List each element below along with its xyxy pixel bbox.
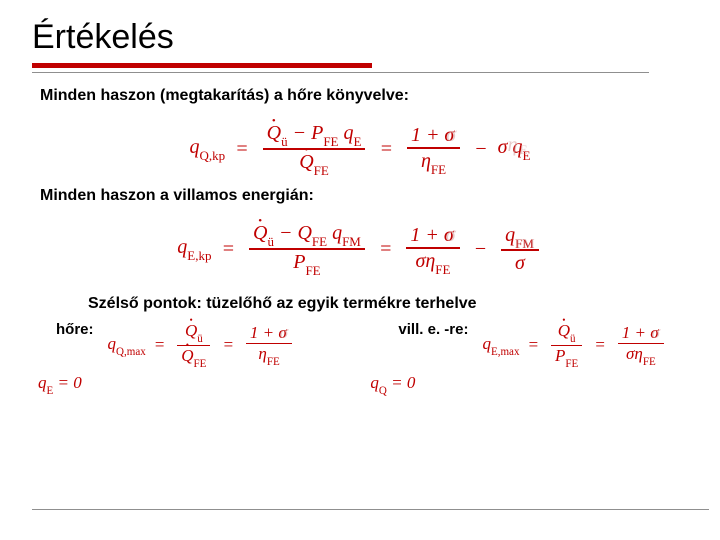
slide: Értékelés Minden haszon (megtakarítás) a… <box>0 0 720 540</box>
eq1-frac1: Qü − PFE qE QFE <box>259 121 370 176</box>
thin-rule-top <box>32 72 649 73</box>
accent-rule <box>32 63 372 68</box>
eq1-lhs-var: q <box>190 136 200 158</box>
bottom-equations: hőre: qQ,max = Qü QFE = 1 + σσ ηFE qE = … <box>32 321 688 396</box>
eq2-frac2: 1 + σσ σηFE <box>402 223 463 276</box>
subheading-1: Minden haszon (megtakarítás) a hőre köny… <box>40 87 688 105</box>
equation-2: qE,kp = Qü − QFE qFM PFE = 1 + σσ σηFE − <box>32 211 688 287</box>
eq2-frac1: Qü − QFE qFM PFE <box>245 221 369 276</box>
bottom-left-label: hőre: <box>56 321 94 338</box>
equation-1: qQ,kp = Qü − PFE qE QFE = 1 + σσ ηFE − σ… <box>32 111 688 187</box>
bottom-left-col: hőre: qQ,max = Qü QFE = 1 + σσ ηFE qE = … <box>56 321 296 396</box>
eq1-lhs-sub: Q,kp <box>200 148 226 163</box>
thin-rule-bottom <box>32 509 709 510</box>
bottom-right-col: vill. e. -re: qE,max = Qü PFE = 1 + σσ σ… <box>398 321 668 396</box>
eq2-frac3: qFMFM σ <box>497 223 543 276</box>
eq1-frac2: 1 + σσ ηFE <box>403 123 464 176</box>
subheading-2: Minden haszon a villamos energián: <box>40 187 688 205</box>
slide-title: Értékelés <box>32 18 688 57</box>
subheading-3: Szélső pontok: tüzelőhő az egyik termékr… <box>88 295 688 313</box>
bottom-right-label: vill. e. -re: <box>398 321 468 338</box>
